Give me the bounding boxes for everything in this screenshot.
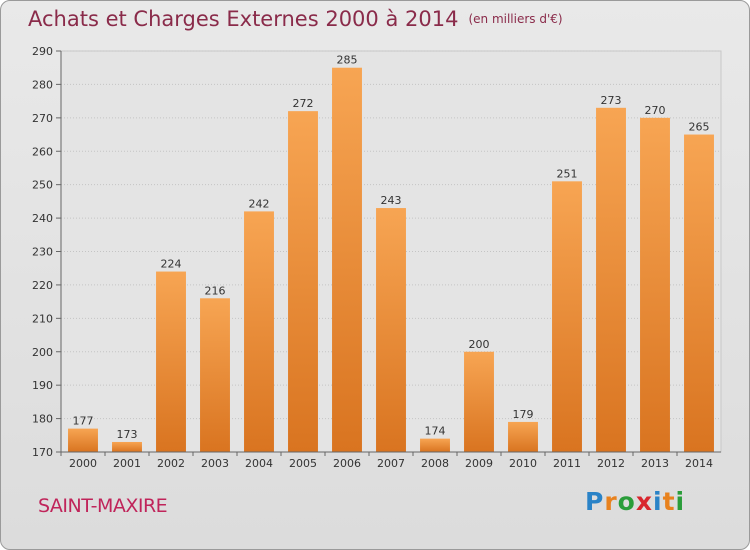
x-tick-label: 2012 bbox=[597, 457, 625, 470]
bar bbox=[508, 421, 538, 452]
x-tick-label: 2009 bbox=[465, 457, 493, 470]
bar bbox=[244, 211, 274, 452]
proxiti-logo: Proxiti bbox=[585, 487, 685, 516]
y-tick-label: 170 bbox=[32, 446, 53, 459]
bar bbox=[332, 67, 362, 452]
bar bbox=[288, 111, 318, 453]
x-tick-label: 2013 bbox=[641, 457, 669, 470]
unit-note: (en milliers d'€) bbox=[468, 12, 563, 26]
data-label: 216 bbox=[205, 284, 226, 297]
data-label: 285 bbox=[337, 54, 358, 67]
bar bbox=[376, 208, 406, 452]
x-tick-label: 2006 bbox=[333, 457, 361, 470]
x-tick-label: 2010 bbox=[509, 457, 537, 470]
place-name: SAINT-MAXIRE bbox=[38, 495, 168, 517]
x-tick-label: 2003 bbox=[201, 457, 229, 470]
y-tick-label: 200 bbox=[32, 346, 53, 359]
y-tick-label: 270 bbox=[32, 112, 53, 125]
data-label: 265 bbox=[689, 121, 710, 134]
logo-letter: o bbox=[617, 487, 636, 516]
bar bbox=[684, 134, 714, 452]
bar bbox=[464, 351, 494, 452]
y-tick-label: 220 bbox=[32, 279, 53, 292]
y-tick-label: 250 bbox=[32, 179, 53, 192]
logo-letter: i bbox=[675, 487, 686, 516]
x-tick-label: 2007 bbox=[377, 457, 405, 470]
y-tick-label: 290 bbox=[32, 45, 53, 58]
bar bbox=[112, 441, 142, 452]
y-tick-label: 180 bbox=[32, 413, 53, 426]
data-label: 272 bbox=[293, 97, 314, 110]
y-tick-label: 230 bbox=[32, 246, 53, 259]
data-label: 179 bbox=[513, 408, 534, 421]
bar bbox=[68, 428, 98, 452]
bar bbox=[640, 117, 670, 452]
data-label: 270 bbox=[645, 104, 666, 117]
data-label: 251 bbox=[557, 167, 578, 180]
bar bbox=[420, 438, 450, 452]
logo-letter: P bbox=[585, 487, 605, 516]
y-tick-label: 240 bbox=[32, 212, 53, 225]
x-tick-label: 2005 bbox=[289, 457, 317, 470]
y-tick-label: 210 bbox=[32, 312, 53, 325]
x-tick-label: 2008 bbox=[421, 457, 449, 470]
data-label: 200 bbox=[469, 338, 490, 351]
bar bbox=[596, 107, 626, 452]
data-label: 173 bbox=[117, 428, 138, 441]
y-tick-label: 260 bbox=[32, 145, 53, 158]
y-tick-label: 190 bbox=[32, 379, 53, 392]
bars: 177 173 224 216 242 272 285 243 174 200 179 251 273 2… bbox=[68, 54, 714, 453]
x-tick-label: 2004 bbox=[245, 457, 273, 470]
data-label: 242 bbox=[249, 197, 270, 210]
data-label: 174 bbox=[425, 425, 446, 438]
x-axis: 2000 2001 2002 2003 2004 2005 2006 2007 2008 2009… bbox=[60, 451, 721, 470]
logo-letter: r bbox=[604, 487, 618, 516]
logo-letter: x bbox=[635, 487, 653, 516]
x-tick-label: 2001 bbox=[113, 457, 141, 470]
data-label: 273 bbox=[601, 94, 622, 107]
bar bbox=[552, 181, 582, 452]
data-label: 224 bbox=[161, 258, 182, 271]
y-tick-label: 280 bbox=[32, 78, 53, 91]
x-tick-label: 2014 bbox=[685, 457, 713, 470]
x-tick-label: 2000 bbox=[69, 457, 97, 470]
title-text: Achats et Charges Externes 2000 à 2014 bbox=[28, 7, 459, 31]
chart-title: Achats et Charges Externes 2000 à 2014 (e… bbox=[28, 7, 563, 31]
x-tick-label: 2011 bbox=[553, 457, 581, 470]
bar bbox=[200, 298, 230, 452]
logo-letter: i bbox=[653, 487, 663, 516]
data-label: 177 bbox=[73, 415, 94, 428]
x-tick-label: 2002 bbox=[157, 457, 185, 470]
y-axis: 170 180 190 200 210 220 230 240 250 260 270 280 290 bbox=[32, 45, 62, 459]
bar bbox=[156, 271, 186, 452]
logo-letter: t bbox=[662, 487, 676, 516]
data-label: 243 bbox=[381, 194, 402, 207]
